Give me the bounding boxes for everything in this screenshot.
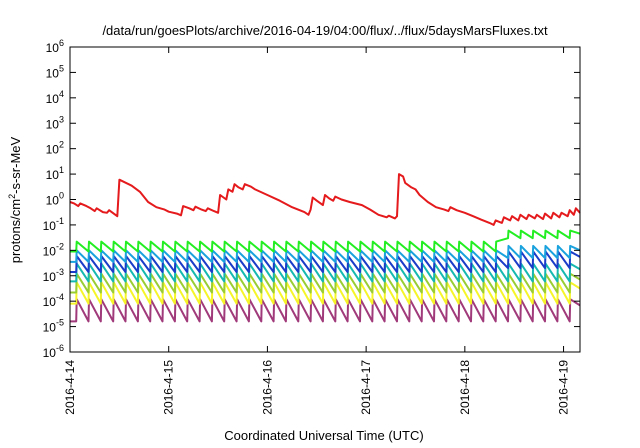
y-tick-label: 103 bbox=[46, 114, 64, 131]
y-tick-label-exp: 3 bbox=[59, 114, 64, 124]
series-line bbox=[70, 298, 581, 323]
y-tick-label-base: 10 bbox=[46, 41, 60, 55]
x-axis: 2016-4-14 2016-4-15 2016-4-16 2016-4-17 2016… bbox=[63, 47, 571, 415]
y-tick-label-exp: 0 bbox=[59, 191, 64, 201]
y-tick-label-exp: 6 bbox=[59, 38, 64, 48]
y-tick-label-base: 10 bbox=[43, 346, 57, 360]
y-tick-label-base: 10 bbox=[46, 194, 60, 208]
y-tick-label: 10-3 bbox=[43, 267, 64, 284]
y-tick-label-exp: -6 bbox=[56, 343, 64, 353]
chart-title: /data/run/goesPlots/archive/2016-04-19/0… bbox=[102, 23, 548, 38]
y-tick-label: 10-4 bbox=[43, 292, 64, 309]
y-axis: 10-610-510-410-310-210-11001011021031041… bbox=[43, 38, 580, 360]
x-tick-label: 2016-4-18 bbox=[458, 360, 472, 415]
series-line bbox=[69, 173, 581, 226]
y-tick-label-base: 10 bbox=[43, 270, 57, 284]
y-tick-label-base: 10 bbox=[46, 92, 60, 106]
y-tick-label-exp: -2 bbox=[56, 241, 64, 251]
series-layer bbox=[69, 173, 581, 323]
y-tick-label-base: 10 bbox=[46, 168, 60, 182]
y-tick-label: 10-2 bbox=[43, 241, 64, 258]
y-tick-label-exp: 5 bbox=[59, 63, 64, 73]
x-tick-label: 2016-4-17 bbox=[359, 360, 373, 415]
y-tick-label: 101 bbox=[46, 165, 64, 182]
y-tick-label: 10-5 bbox=[43, 318, 64, 335]
y-tick-label-base: 10 bbox=[43, 321, 57, 335]
y-tick-label: 105 bbox=[46, 63, 64, 80]
x-tick-label: 2016-4-14 bbox=[63, 360, 77, 415]
y-axis-label-base: protons/cm bbox=[8, 199, 23, 263]
y-tick-label: 102 bbox=[46, 140, 64, 157]
y-tick-label-base: 10 bbox=[46, 143, 60, 157]
y-tick-label-exp: 2 bbox=[59, 140, 64, 150]
x-axis-label: Coordinated Universal Time (UTC) bbox=[224, 428, 423, 443]
y-tick-label-exp: 4 bbox=[59, 89, 64, 99]
y-tick-label-base: 10 bbox=[46, 66, 60, 80]
y-tick-label-base: 10 bbox=[46, 117, 60, 131]
y-axis-label: protons/cm2-s-sr-MeV bbox=[7, 136, 23, 263]
y-tick-label-exp: 1 bbox=[59, 165, 64, 175]
y-tick-label-base: 10 bbox=[43, 244, 57, 258]
y-tick-label: 10-1 bbox=[43, 216, 64, 233]
y-tick-label-exp: -4 bbox=[56, 292, 64, 302]
y-tick-label-base: 10 bbox=[43, 295, 57, 309]
y-tick-label-exp: -5 bbox=[56, 318, 64, 328]
x-tick-label: 2016-4-15 bbox=[162, 360, 176, 415]
y-tick-label: 106 bbox=[46, 38, 64, 55]
x-tick-label: 2016-4-16 bbox=[260, 360, 274, 415]
y-tick-label: 100 bbox=[46, 191, 64, 208]
y-tick-label: 10-6 bbox=[43, 343, 64, 360]
series-line bbox=[70, 229, 581, 253]
y-tick-label-exp: -1 bbox=[56, 216, 64, 226]
y-axis-label-sup: 2 bbox=[7, 194, 17, 199]
y-axis-label-rest: -s-sr-MeV bbox=[8, 136, 23, 193]
y-tick-label-exp: -3 bbox=[56, 267, 64, 277]
y-tick-label: 104 bbox=[46, 89, 64, 106]
y-tick-label-base: 10 bbox=[43, 219, 57, 233]
x-tick-label: 2016-4-19 bbox=[557, 360, 571, 415]
